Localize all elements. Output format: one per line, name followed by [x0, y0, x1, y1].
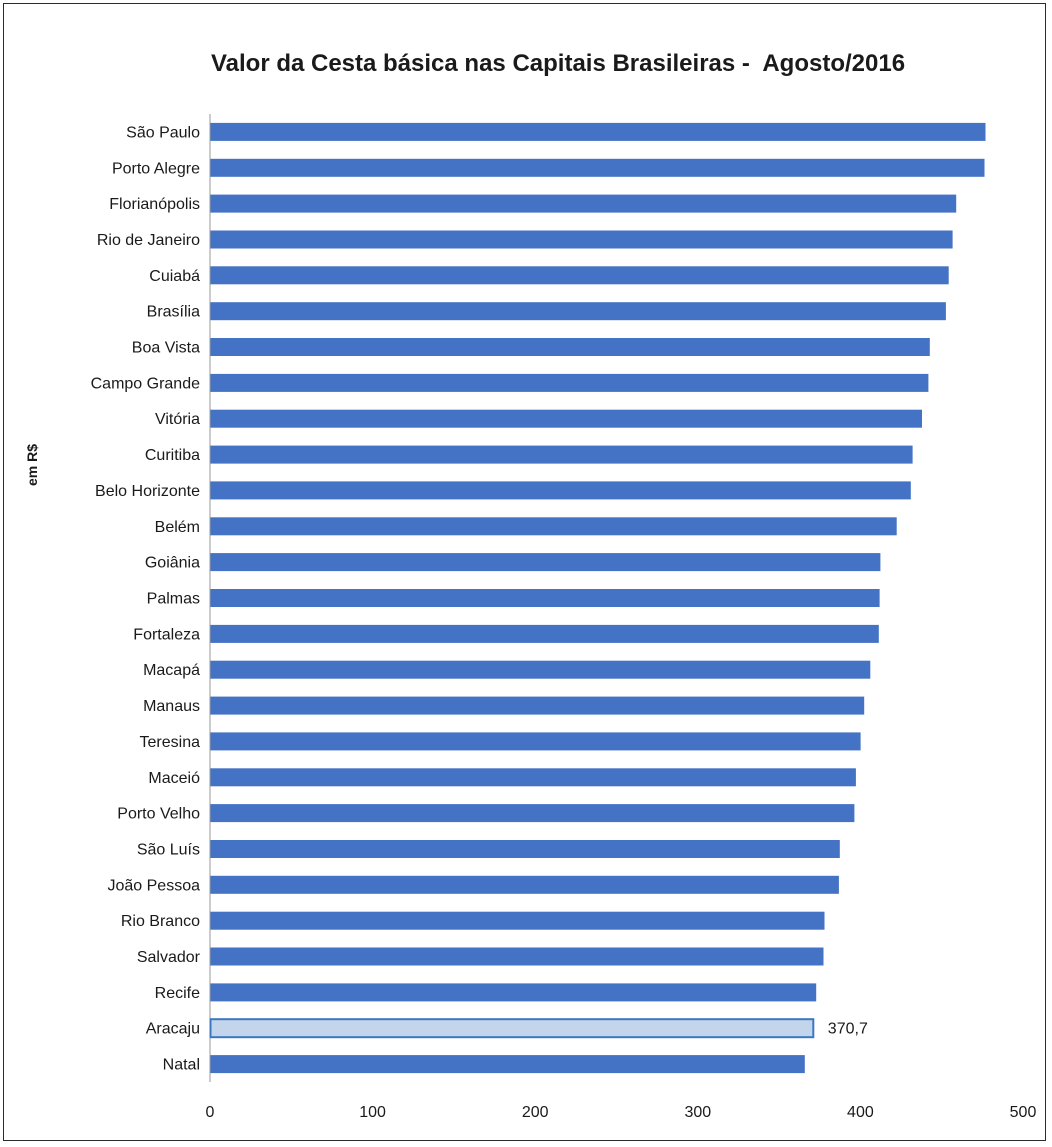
category-label: Brasília [147, 304, 200, 321]
category-label: Cuiabá [149, 268, 200, 285]
bar-0 [210, 122, 986, 141]
category-label: Porto Velho [117, 806, 200, 823]
category-label: Teresina [140, 734, 201, 751]
category-label: Salvador [137, 949, 201, 966]
chart-title: Valor da Cesta básica nas Capitais Brasi… [210, 50, 906, 77]
category-label: Palmas [147, 591, 200, 608]
data-label: 370,7 [828, 1021, 868, 1038]
category-label: Campo Grande [91, 375, 200, 392]
bar-10 [210, 481, 911, 500]
category-label: Florianópolis [109, 196, 200, 213]
bar-18 [210, 768, 856, 787]
bar-11 [210, 517, 897, 536]
category-label: Fortaleza [133, 626, 200, 643]
category-label: Belém [155, 519, 200, 536]
x-tick-label: 100 [359, 1104, 386, 1121]
category-label: Macapá [143, 662, 200, 679]
category-label: Aracaju [146, 1021, 200, 1038]
category-label: Curitiba [145, 447, 200, 464]
bar-15 [210, 660, 871, 679]
bar-19 [210, 804, 855, 823]
category-label: São Luís [137, 842, 200, 859]
bar-14 [210, 624, 879, 643]
x-tick-label: 200 [522, 1104, 549, 1121]
bar-5 [210, 302, 946, 321]
bar-22 [210, 911, 825, 930]
x-tick-label: 0 [206, 1104, 215, 1121]
category-label: Rio de Janeiro [97, 232, 200, 249]
category-label: Maceió [148, 770, 200, 787]
bar-1 [210, 158, 985, 177]
category-label: São Paulo [126, 124, 200, 141]
category-label: Manaus [143, 698, 200, 715]
bar-24 [210, 983, 817, 1002]
bar-16 [210, 696, 865, 715]
category-label: Belo Horizonte [95, 483, 200, 500]
x-tick-label: 500 [1010, 1104, 1037, 1121]
category-label: Goiânia [145, 555, 200, 572]
category-label: Recife [155, 985, 200, 1002]
category-label: Vitória [155, 411, 200, 428]
x-tick-label: 400 [847, 1104, 874, 1121]
category-label: Rio Branco [121, 913, 200, 930]
category-label: Boa Vista [132, 340, 200, 357]
bar-3 [210, 230, 953, 249]
bar-9 [210, 445, 913, 464]
bar-17 [210, 732, 861, 751]
bar-13 [210, 589, 880, 607]
bar-8 [210, 409, 922, 428]
bar-25 [209, 1018, 815, 1039]
bar-6 [210, 338, 930, 356]
bar-23 [210, 947, 824, 966]
bar-12 [210, 553, 881, 572]
category-label: João Pessoa [107, 877, 200, 894]
bar-4 [210, 266, 949, 285]
x-tick-label: 300 [684, 1104, 711, 1121]
bar-7 [210, 373, 929, 392]
category-label: Porto Alegre [112, 160, 200, 177]
bar-20 [210, 840, 840, 858]
bar-2 [210, 194, 957, 213]
bar-21 [210, 875, 839, 894]
bar-26 [210, 1055, 805, 1074]
category-label: Natal [163, 1057, 200, 1074]
